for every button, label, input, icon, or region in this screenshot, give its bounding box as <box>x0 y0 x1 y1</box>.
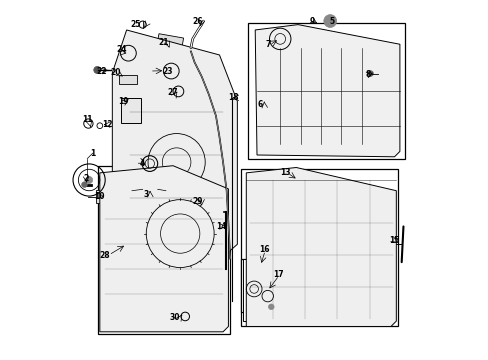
Text: 27: 27 <box>167 88 178 97</box>
Bar <box>242 258 285 321</box>
Text: 4: 4 <box>140 159 145 168</box>
Text: 18: 18 <box>228 93 239 102</box>
Text: 22: 22 <box>96 67 107 76</box>
Bar <box>241 258 308 312</box>
Text: 3: 3 <box>143 190 148 199</box>
Bar <box>241 169 397 327</box>
Bar <box>122 48 134 54</box>
Text: 21: 21 <box>159 38 169 47</box>
Text: 7: 7 <box>264 40 270 49</box>
Polygon shape <box>121 98 141 123</box>
Text: 20: 20 <box>110 68 121 77</box>
Text: 11: 11 <box>82 115 92 124</box>
Text: 6: 6 <box>258 100 263 109</box>
Text: 1: 1 <box>90 149 95 158</box>
Circle shape <box>367 71 373 76</box>
Text: 12: 12 <box>102 120 112 129</box>
Text: 30: 30 <box>169 313 180 322</box>
Bar <box>157 34 183 49</box>
Text: 14: 14 <box>216 222 226 231</box>
Polygon shape <box>246 167 395 327</box>
Text: 2: 2 <box>83 174 88 183</box>
Bar <box>98 166 230 334</box>
Text: 16: 16 <box>258 245 269 254</box>
Circle shape <box>323 15 336 27</box>
Text: 10: 10 <box>94 192 105 201</box>
Circle shape <box>94 66 101 73</box>
Text: 29: 29 <box>192 197 203 206</box>
Circle shape <box>268 304 274 310</box>
Polygon shape <box>255 24 399 157</box>
Text: 9: 9 <box>309 17 314 26</box>
Bar <box>96 190 116 203</box>
Bar <box>142 184 157 195</box>
Circle shape <box>81 182 87 188</box>
Text: 24: 24 <box>116 45 126 54</box>
Text: 28: 28 <box>100 251 110 260</box>
Text: 19: 19 <box>118 97 128 106</box>
Text: 5: 5 <box>329 17 334 26</box>
Text: 17: 17 <box>273 270 283 279</box>
Circle shape <box>85 176 93 184</box>
Text: 23: 23 <box>162 67 173 76</box>
Text: 8: 8 <box>365 70 370 79</box>
Text: 25: 25 <box>130 20 141 29</box>
Polygon shape <box>100 166 228 332</box>
Bar <box>247 23 405 158</box>
Polygon shape <box>119 75 137 84</box>
Text: 13: 13 <box>280 168 290 177</box>
Polygon shape <box>112 30 237 269</box>
Text: 26: 26 <box>192 17 203 26</box>
Text: 15: 15 <box>388 236 399 245</box>
